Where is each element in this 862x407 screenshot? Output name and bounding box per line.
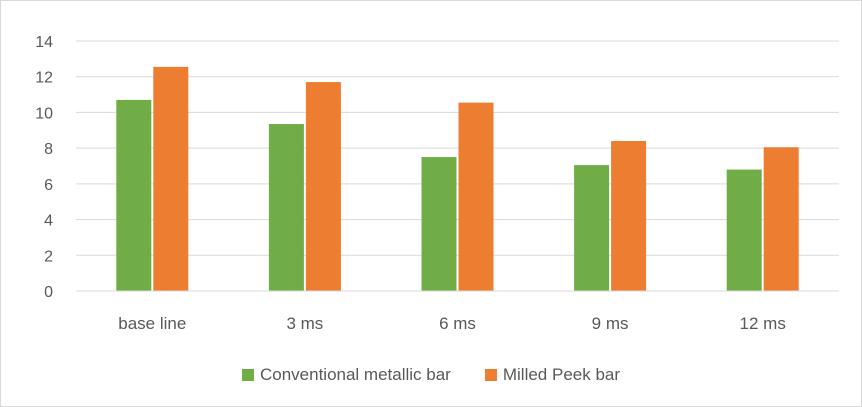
- legend-item-conventional: Conventional metallic bar: [241, 365, 451, 385]
- bar-peek: [611, 141, 647, 291]
- legend-item-peek: Milled Peek bar: [484, 365, 621, 385]
- y-tick-label: 4: [44, 213, 53, 230]
- legend: Conventional metallic bar Milled Peek ba…: [1, 363, 861, 387]
- y-tick-label: 2: [44, 248, 53, 265]
- bar-conventional: [421, 157, 457, 291]
- x-category-label: base line: [118, 314, 186, 333]
- legend-label-peek: Milled Peek bar: [502, 365, 621, 384]
- gridlines: [76, 40, 839, 256]
- bar-peek: [458, 102, 494, 291]
- bar-peek: [153, 66, 189, 292]
- y-tick-label: 12: [35, 70, 53, 87]
- y-axis-ticks: 0 2 4 6 8 10 12 14: [35, 34, 53, 301]
- y-tick-label: 10: [35, 105, 53, 122]
- bar-conventional: [574, 165, 610, 291]
- x-category-label: 6 ms: [439, 314, 476, 333]
- legend-swatch-peek: [484, 369, 497, 381]
- bars: [116, 66, 799, 292]
- x-category-label: 12 ms: [740, 314, 786, 333]
- bar-conventional: [116, 99, 152, 291]
- bar-chart: 0 2 4 6 8 10 12 14 base line 3 ms 6 ms 9 ms 12 ms: [35, 34, 839, 333]
- bar-conventional: [268, 124, 304, 292]
- bar-peek: [305, 82, 341, 291]
- x-category-label: 9 ms: [592, 314, 629, 333]
- x-category-label: 3 ms: [286, 314, 323, 333]
- legend-label-conventional: Conventional metallic bar: [259, 365, 451, 384]
- bar-peek: [763, 147, 799, 291]
- y-tick-label: 8: [44, 141, 53, 158]
- bar-conventional: [726, 169, 762, 291]
- y-tick-label: 6: [44, 177, 53, 194]
- legend-swatch-conventional: [241, 369, 254, 381]
- x-axis-labels: base line 3 ms 6 ms 9 ms 12 ms: [118, 314, 786, 333]
- y-tick-label: 14: [35, 34, 53, 51]
- y-tick-label: 0: [44, 284, 53, 301]
